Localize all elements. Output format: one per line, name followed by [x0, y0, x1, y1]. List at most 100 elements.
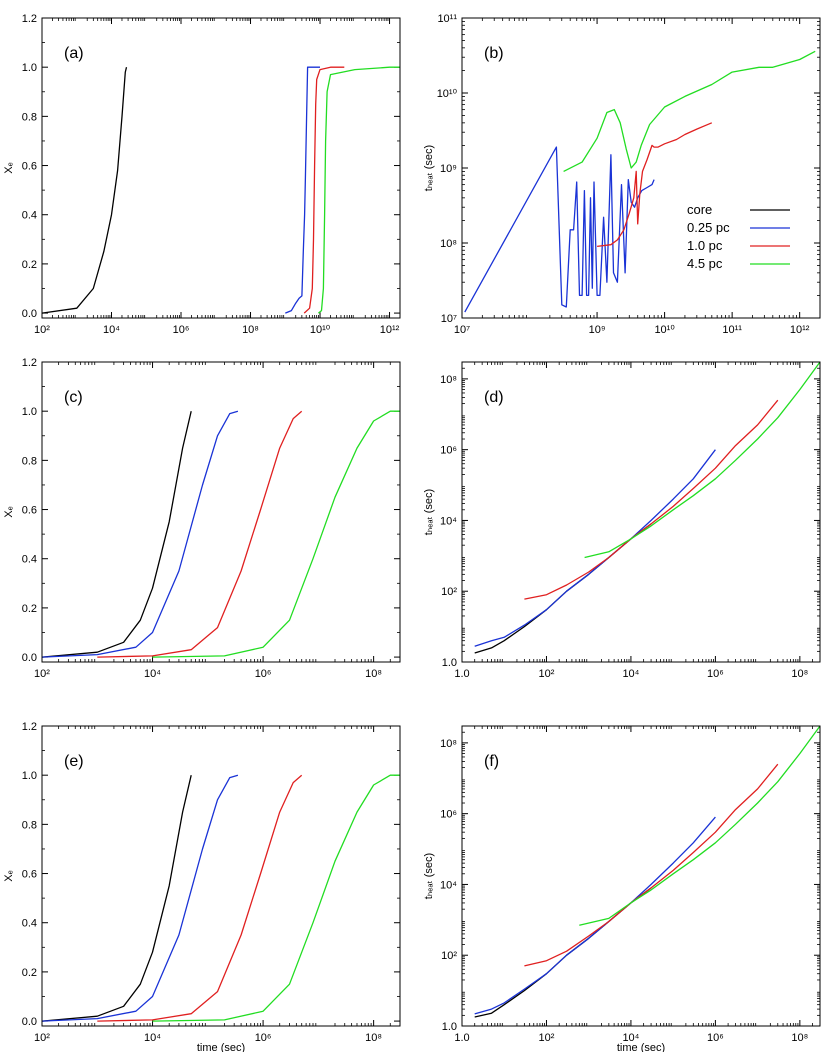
y-tick-label: 1.0	[442, 1021, 457, 1033]
y-tick-label: 0.8	[22, 819, 37, 831]
series-line	[597, 122, 713, 248]
x-axis-label: time (sec)	[197, 1042, 245, 1052]
y-tick-label: 0.2	[22, 967, 37, 979]
plot-frame	[41, 725, 401, 1027]
y-tick-label: 0.4	[22, 210, 37, 222]
x-tick-label: 10⁴	[144, 668, 161, 680]
legend-label: core	[687, 202, 712, 217]
x-tick-label: 10⁴	[622, 1032, 639, 1044]
x-tick-label: 10⁴	[103, 324, 120, 336]
y-tick-label: 10⁷	[441, 313, 457, 325]
series-line	[41, 775, 192, 1022]
series-line	[97, 410, 303, 658]
y-tick-label: 0.6	[22, 505, 37, 517]
y-tick-label: 10⁸	[440, 238, 457, 250]
panel-label: (c)	[64, 389, 83, 406]
legend-label: 4.5 pc	[687, 256, 723, 271]
y-axis-label: tₕₑₐₜ (sec)	[423, 489, 435, 535]
x-tick-label: 10⁴	[622, 668, 639, 680]
series-line	[41, 774, 239, 1022]
x-axis-label: time (sec)	[617, 1042, 665, 1052]
y-tick-label: 0.8	[22, 455, 37, 467]
y-tick-label: 10⁶	[440, 445, 457, 457]
x-tick-label: 10¹²	[380, 324, 400, 336]
panel-label: (f)	[484, 753, 499, 770]
x-tick-label: 10⁶	[173, 324, 190, 336]
x-tick-label: 10⁶	[707, 1032, 724, 1044]
panel-label: (b)	[484, 45, 504, 62]
series-line	[152, 774, 400, 1022]
x-tick-label: 10¹⁰	[654, 324, 675, 336]
series-line	[303, 66, 345, 314]
y-tick-label: 1.0	[22, 770, 37, 782]
y-axis-label: Xₑ	[3, 506, 15, 517]
y-tick-label: 1.2	[22, 13, 37, 25]
plot-frame	[461, 725, 821, 1027]
y-tick-label: 1.0	[22, 406, 37, 418]
series-line	[474, 816, 716, 1015]
y-tick-label: 1.0	[442, 657, 457, 669]
x-tick-label: 10²	[34, 1032, 50, 1044]
y-tick-label: 0.6	[22, 869, 37, 881]
panel-d: 1.0 10² 10⁴ 10⁶ 10⁸ 1.0 10² 10⁴ 10⁶ 10⁸ (d) tₕₑₐₜ (…	[423, 361, 821, 680]
panel-c: 10² 10⁴ 10⁶ 10⁸ 0.0 0.2 0.4 0.6 0.8 1.0 1.2 (c) Xₑ	[3, 357, 401, 680]
y-tick-label: 10²	[441, 586, 457, 598]
x-tick-label: 10⁸	[365, 668, 382, 680]
y-tick-label: 10¹⁰	[437, 88, 458, 100]
series-line	[563, 50, 816, 172]
legend-label: 1.0 pc	[687, 238, 723, 253]
series-line	[579, 725, 821, 926]
legend-label: 0.25 pc	[687, 220, 730, 235]
y-tick-label: 10⁴	[440, 515, 457, 527]
x-tick-label: 10²	[539, 1032, 555, 1044]
y-tick-label: 1.2	[22, 721, 37, 733]
y-tick-label: 0.0	[22, 652, 37, 664]
y-tick-label: 0.6	[22, 161, 37, 173]
legend: core 0.25 pc 1.0 pc 4.5 pc	[687, 202, 790, 271]
panel-label: (d)	[484, 389, 504, 406]
plot-frame	[461, 17, 821, 319]
y-tick-label: 1.0	[22, 62, 37, 74]
x-tick-label: 10⁸	[242, 324, 259, 336]
y-tick-label: 0.4	[22, 918, 37, 930]
y-tick-label: 10¹¹	[437, 13, 457, 25]
y-axis-label: tₕₑₐₜ (sec)	[423, 145, 435, 191]
y-tick-label: 10⁹	[440, 163, 457, 175]
series-line	[41, 67, 128, 314]
y-tick-label: 0.2	[22, 259, 37, 271]
x-tick-label: 10¹²	[790, 324, 810, 336]
y-tick-label: 0.2	[22, 603, 37, 615]
x-tick-label: 10⁴	[144, 1032, 161, 1044]
x-tick-label: 10⁸	[365, 1032, 382, 1044]
series-line	[97, 774, 303, 1022]
series-line	[524, 763, 779, 967]
y-tick-label: 0.0	[22, 1016, 37, 1028]
x-tick-label: 10⁶	[255, 1032, 272, 1044]
x-tick-label: 1.0	[454, 1032, 469, 1044]
series-line	[285, 66, 320, 314]
series-line	[41, 411, 192, 658]
y-tick-label: 1.2	[22, 357, 37, 369]
panel-label: (a)	[64, 45, 84, 62]
plot-frame	[461, 361, 821, 663]
x-tick-label: 10⁸	[791, 1032, 808, 1044]
y-axis-label: Xₑ	[3, 870, 15, 881]
y-tick-label: 10²	[441, 950, 457, 962]
y-axis-label: tₕₑₐₜ (sec)	[423, 853, 435, 899]
plot-frame	[41, 17, 401, 319]
x-tick-label: 10²	[34, 668, 50, 680]
y-tick-label: 10⁸	[440, 738, 457, 750]
x-tick-label: 10⁸	[791, 668, 808, 680]
x-tick-label: 10⁶	[255, 668, 272, 680]
x-tick-label: 10¹⁰	[310, 324, 331, 336]
x-tick-label: 10⁶	[707, 668, 724, 680]
y-tick-label: 10⁶	[440, 809, 457, 821]
series-line	[464, 146, 655, 313]
panel-label: (e)	[64, 753, 84, 770]
series-line	[524, 399, 779, 600]
plot-frame	[41, 361, 401, 663]
x-tick-label: 10⁹	[589, 324, 606, 336]
x-tick-label: 10⁷	[454, 324, 470, 336]
x-tick-label: 1.0	[454, 668, 469, 680]
